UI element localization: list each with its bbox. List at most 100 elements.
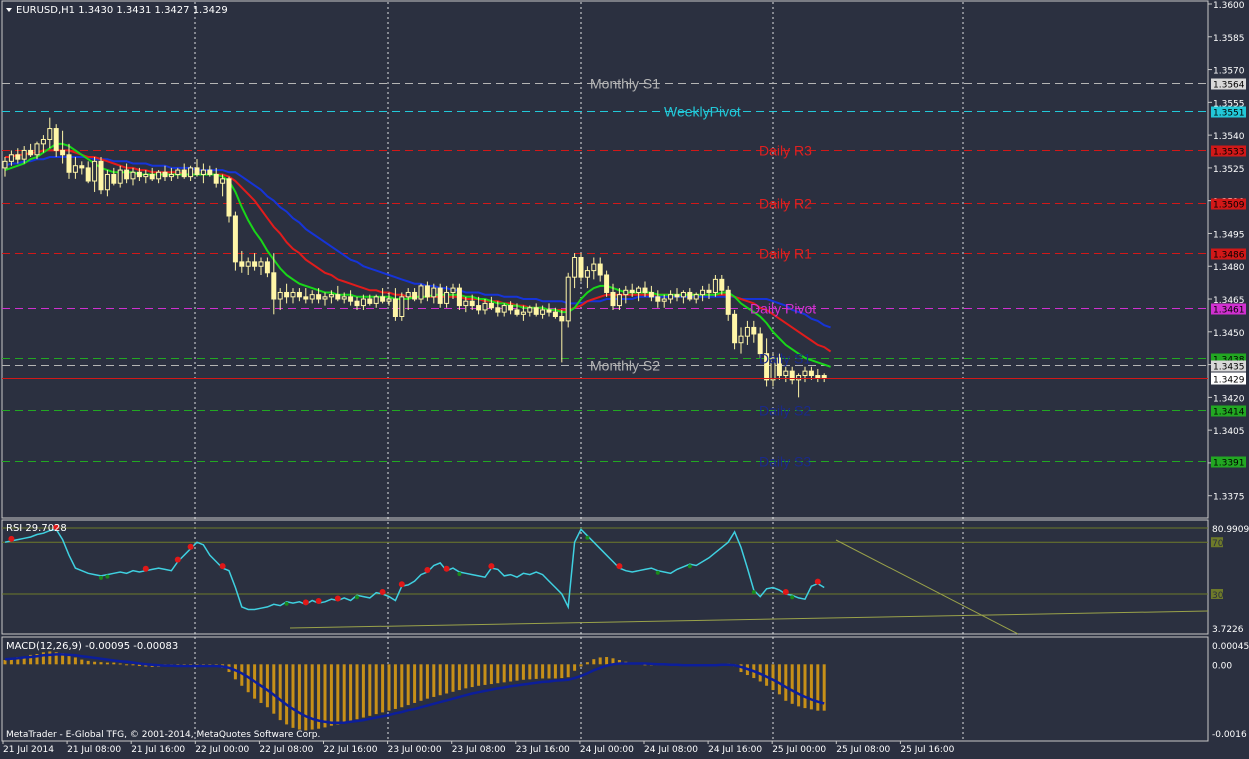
candle-body [60, 149, 66, 156]
price-tag [1211, 456, 1246, 468]
rsi-marker-red [616, 563, 623, 570]
time-label: 24 Jul 16:00 [708, 745, 762, 755]
candle-body [303, 296, 309, 300]
candle-body [21, 149, 27, 160]
macd-pane[interactable] [1, 636, 1209, 742]
candle-body [815, 375, 821, 379]
candle-body [405, 291, 411, 298]
candle-body [540, 309, 546, 315]
macd-bar [393, 664, 397, 709]
candle-body [392, 298, 398, 318]
candle-body [559, 316, 565, 322]
moving-averages [4, 142, 832, 368]
macd-bar [317, 664, 321, 729]
macd-bar [265, 664, 269, 708]
candle-body [629, 289, 635, 293]
candle-body [636, 287, 642, 293]
candle-body [604, 274, 610, 293]
candle-body [732, 313, 738, 344]
candle-body [802, 370, 808, 377]
rsi-axis-label: 30 [1212, 591, 1224, 601]
macd-bar [477, 664, 481, 686]
macd-bar [105, 662, 109, 665]
candle-body [648, 291, 654, 298]
candle-body [104, 173, 110, 191]
candle-body [552, 311, 558, 318]
candle-body [444, 291, 450, 304]
macd-bar [803, 664, 807, 709]
price-label: 1.3465 [1213, 296, 1245, 306]
candle-body [431, 287, 437, 298]
candle-body [117, 169, 123, 184]
price-label: 1.3540 [1213, 132, 1245, 142]
candle-body [821, 375, 827, 379]
macd-bar [297, 664, 301, 730]
macd-bar [566, 664, 570, 678]
candle-body [712, 278, 718, 293]
macd-bar [291, 664, 295, 728]
macd-axis-label: 0.00045 [1212, 642, 1249, 652]
candle-body [181, 169, 187, 178]
macd-bar [118, 663, 122, 665]
time-label: 21 Jul 16:00 [131, 745, 185, 755]
macd-bar [579, 664, 583, 667]
candle-body [348, 296, 354, 302]
candle-body [514, 309, 520, 315]
candle-body [808, 370, 814, 377]
candle-body [520, 311, 526, 315]
candle-body [354, 300, 360, 307]
macd-indicator: 0.00045 0.00 -0.0016 [3, 642, 1249, 740]
candle-body [687, 291, 693, 300]
macd-bar [438, 664, 442, 696]
copyright-text: MetaTrader - E-Global TFG, © 2001-2014, … [6, 730, 320, 740]
candle-body [616, 294, 622, 307]
pivot-label: Daily R3 [759, 143, 812, 159]
pivot-label: Daily R1 [759, 246, 812, 262]
candle-body [418, 285, 424, 300]
rsi-marker-red [315, 598, 322, 605]
candle-body [757, 333, 763, 355]
candle-body [15, 154, 21, 160]
rsi-marker-red [443, 565, 450, 572]
candle-body [47, 128, 53, 140]
price-pane[interactable] [1, 0, 1209, 519]
macd-bar [93, 661, 97, 665]
candle-body [373, 296, 379, 304]
macd-bar [515, 664, 519, 681]
macd-bar [585, 662, 589, 665]
candle-body [85, 167, 91, 182]
candle-body [188, 167, 194, 178]
candle-body [572, 257, 578, 278]
rsi-level-tag [1211, 537, 1223, 548]
candle-body [40, 138, 46, 145]
macd-bar [534, 664, 538, 679]
price-tag [1211, 78, 1246, 90]
candle-body [175, 169, 181, 175]
price-tag-text: 1.3564 [1213, 81, 1245, 91]
rsi-marker-green [99, 575, 103, 580]
price-tag-text: 1.3414 [1213, 408, 1245, 418]
time-label: 25 Jul 16:00 [900, 745, 954, 755]
rsi-marker-red [53, 524, 60, 531]
pivot-label: Daily S1 [759, 351, 811, 367]
macd-bar [381, 664, 385, 713]
rsi-indicator: 80.9909 70 30 3.7226 [2, 524, 1249, 635]
candle-body [277, 291, 283, 300]
pivot-label: Monthly S2 [590, 358, 660, 374]
candle-body [258, 261, 264, 267]
macd-bar [329, 664, 333, 726]
candle-body [232, 215, 238, 263]
rsi-marker-red [174, 556, 181, 563]
price-tag-text: 1.3509 [1213, 201, 1245, 211]
macd-bar [9, 658, 13, 665]
macd-bar [509, 664, 513, 682]
candle-body [72, 165, 78, 173]
macd-bar [617, 660, 621, 665]
candle-body [239, 261, 245, 267]
candle-body [124, 169, 130, 180]
dropdown-arrow-icon[interactable] [6, 8, 12, 12]
candle-body [143, 173, 149, 178]
rsi-pane[interactable] [1, 519, 1209, 635]
price-label: 1.3405 [1213, 427, 1245, 437]
